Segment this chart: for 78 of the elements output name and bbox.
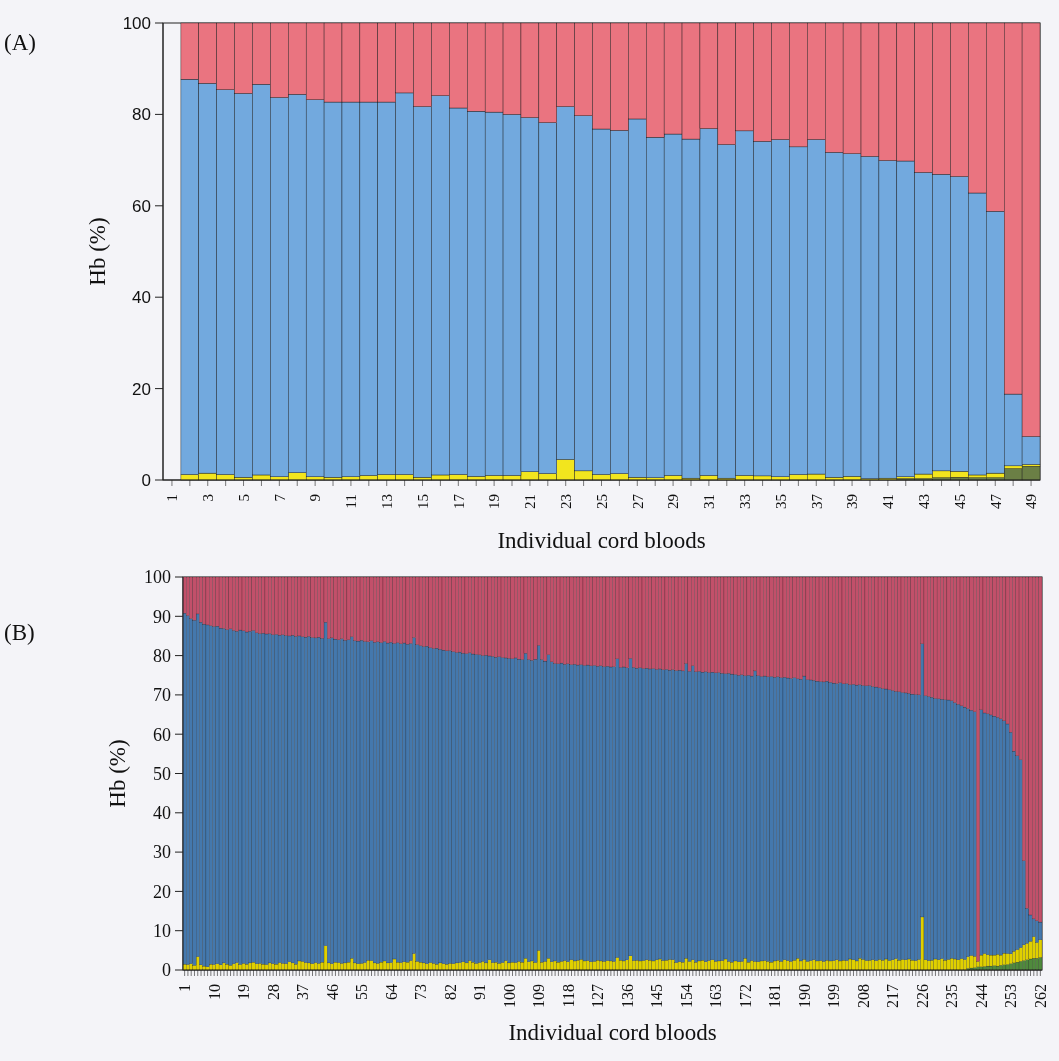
y-tick-label: 10 xyxy=(153,921,171,941)
x-tick-label: 235 xyxy=(943,984,961,1008)
x-tick-label: 37 xyxy=(294,984,312,1000)
x-tick-label: 82 xyxy=(441,984,459,1000)
x-tick-label: 262 xyxy=(1031,984,1049,1008)
x-axis-title: Individual cord bloods xyxy=(508,1020,717,1045)
x-tick-label: 91 xyxy=(471,984,489,1000)
x-tick-label: 25 xyxy=(593,494,610,509)
x-tick-label: 37 xyxy=(808,493,825,509)
y-tick-label: 20 xyxy=(153,881,171,902)
y-tick-label: 100 xyxy=(144,567,171,588)
x-tick-label: 29 xyxy=(665,494,682,509)
x-tick-label: 163 xyxy=(707,984,725,1008)
x-tick-label: 17 xyxy=(450,493,467,509)
x-tick-label: 5 xyxy=(235,494,252,502)
x-tick-label: 118 xyxy=(559,984,577,1008)
x-tick-label: 27 xyxy=(629,493,646,509)
x-tick-label: 109 xyxy=(530,984,548,1008)
y-tick-label: 90 xyxy=(153,606,171,627)
x-tick-label: 100 xyxy=(500,984,518,1008)
y-tick-label: 60 xyxy=(132,196,151,216)
y-tick-label: 50 xyxy=(153,763,171,784)
x-tick-label: 45 xyxy=(951,494,968,509)
x-tick-label: 9 xyxy=(307,494,324,502)
x-tick-label: 19 xyxy=(486,494,503,509)
x-tick-label: 33 xyxy=(736,494,753,509)
x-tick-label: 21 xyxy=(522,494,539,509)
x-tick-label: 41 xyxy=(880,494,897,509)
x-tick-label: 127 xyxy=(589,984,607,1008)
x-tick-label: 253 xyxy=(1002,984,1020,1008)
y-tick-label: 100 xyxy=(122,13,151,33)
x-tick-label: 13 xyxy=(378,494,395,509)
y-tick-label: 0 xyxy=(162,960,171,981)
x-tick-label: 3 xyxy=(199,494,216,502)
x-tick-label: 15 xyxy=(414,494,431,509)
x-tick-label: 190 xyxy=(795,984,813,1008)
x-tick-label: 73 xyxy=(412,984,430,1000)
x-tick-label: 49 xyxy=(1023,494,1040,509)
y-tick-label: 40 xyxy=(132,288,151,308)
x-tick-label: 47 xyxy=(987,493,1004,509)
x-tick-label: 199 xyxy=(825,984,843,1008)
x-tick-label: 35 xyxy=(772,494,789,509)
x-tick-label: 19 xyxy=(235,984,253,1000)
x-tick-label: 181 xyxy=(766,984,784,1008)
x-tick-label: 1 xyxy=(164,494,181,502)
x-tick-label: 28 xyxy=(264,984,282,1000)
y-tick-label: 80 xyxy=(132,105,151,125)
y-axis-title: Hb (%) xyxy=(105,739,130,808)
x-tick-label: 46 xyxy=(323,984,341,1000)
x-tick-label: 226 xyxy=(913,984,931,1008)
y-tick-label: 30 xyxy=(153,842,171,863)
x-tick-label: 31 xyxy=(701,494,718,509)
x-tick-label: 136 xyxy=(618,984,636,1008)
y-tick-label: 0 xyxy=(141,470,151,490)
y-tick-label: 60 xyxy=(153,724,171,745)
x-tick-label: 43 xyxy=(915,494,932,509)
x-tick-label: 7 xyxy=(271,493,288,502)
y-axis-title: Hb (%) xyxy=(85,217,110,286)
x-tick-label: 154 xyxy=(677,984,695,1008)
y-tick-label: 20 xyxy=(132,379,151,399)
text: (B) xyxy=(4,620,35,645)
x-tick-label: 1 xyxy=(176,984,194,992)
y-tick-label: 40 xyxy=(153,803,171,824)
x-tick-label: 244 xyxy=(972,984,990,1008)
x-axis-title: Individual cord bloods xyxy=(497,528,706,553)
x-tick-label: 39 xyxy=(844,494,861,509)
text: (A) xyxy=(4,30,36,55)
x-tick-label: 172 xyxy=(736,984,754,1008)
x-tick-label: 208 xyxy=(854,984,872,1008)
x-tick-label: 145 xyxy=(648,984,666,1008)
x-tick-label: 23 xyxy=(557,494,574,509)
x-tick-label: 55 xyxy=(353,984,371,1000)
y-tick-label: 70 xyxy=(153,685,171,706)
x-tick-label: 64 xyxy=(382,984,400,1000)
y-tick-label: 80 xyxy=(153,645,171,666)
x-tick-label: 10 xyxy=(205,984,223,1000)
x-tick-label: 11 xyxy=(343,494,360,509)
x-tick-label: 217 xyxy=(884,984,902,1008)
